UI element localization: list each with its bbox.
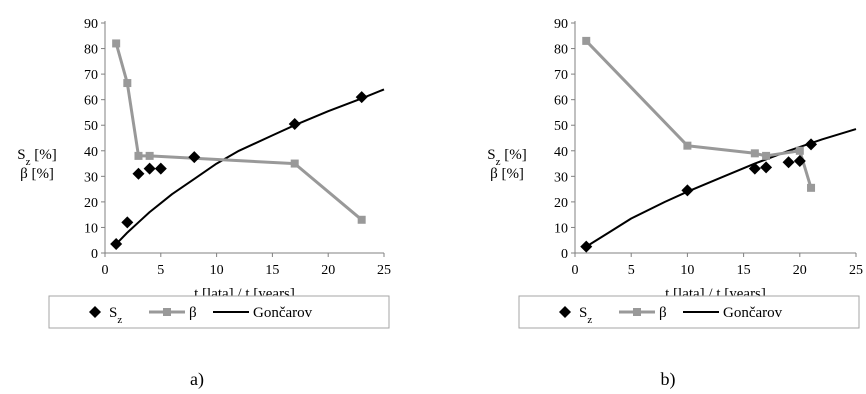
sz-point bbox=[110, 238, 123, 251]
sz-point bbox=[188, 151, 201, 164]
y-axis-label: Sz [%] bbox=[17, 147, 56, 168]
sz-point bbox=[143, 162, 156, 175]
x-tick-label: 0 bbox=[102, 263, 109, 278]
x-tick-label: 25 bbox=[849, 263, 863, 278]
legend-goncarov-label: Gončarov bbox=[253, 305, 313, 321]
beta-point bbox=[750, 149, 759, 158]
sz-point bbox=[580, 240, 593, 253]
sz-point bbox=[681, 184, 694, 197]
sz-point bbox=[288, 117, 301, 130]
legend-sz-marker bbox=[559, 306, 571, 318]
legend-beta-label: β bbox=[189, 305, 197, 321]
panel-caption: a) bbox=[190, 369, 204, 389]
y-axis-label: Sz [%] bbox=[487, 147, 526, 168]
y-tick-label: 90 bbox=[554, 17, 568, 32]
sz-point bbox=[793, 155, 806, 167]
legend-sz-marker bbox=[89, 306, 101, 318]
beta-point bbox=[357, 215, 366, 224]
y-tick-label: 20 bbox=[84, 196, 98, 211]
y-tick-label: 40 bbox=[554, 145, 568, 160]
y-tick-label: 70 bbox=[554, 68, 568, 83]
x-tick-label: 10 bbox=[210, 263, 224, 278]
y-tick-label: 30 bbox=[554, 170, 568, 185]
beta-point bbox=[145, 151, 154, 160]
y-tick-label: 20 bbox=[554, 196, 568, 211]
beta-point bbox=[807, 183, 816, 192]
sz-point bbox=[154, 162, 167, 175]
beta-point bbox=[582, 36, 591, 45]
series-line-gončarov bbox=[115, 88, 385, 245]
x-tick-label: 10 bbox=[680, 263, 694, 278]
y-tick-label: 10 bbox=[84, 221, 98, 236]
x-tick-label: 20 bbox=[321, 263, 335, 278]
y-tick-label: 30 bbox=[84, 170, 98, 185]
x-tick-label: 25 bbox=[377, 263, 391, 278]
legend: Sz β Gončarov bbox=[518, 295, 860, 329]
y-tick-label: 0 bbox=[561, 247, 568, 262]
beta-point bbox=[112, 39, 121, 48]
sz-point bbox=[782, 156, 795, 169]
y-tick-label: 40 bbox=[84, 145, 98, 160]
y-tick-label: 80 bbox=[84, 43, 98, 58]
x-tick-label: 0 bbox=[572, 263, 579, 278]
legend: Sz β Gončarov bbox=[48, 295, 390, 329]
legend-sz-label: Sz bbox=[579, 305, 592, 326]
beta-point bbox=[134, 151, 143, 160]
y-tick-label: 90 bbox=[84, 17, 98, 32]
x-tick-label: 5 bbox=[628, 263, 635, 278]
sz-point bbox=[805, 138, 818, 151]
legend-sz-label: Sz bbox=[109, 305, 122, 326]
y-tick-label: 60 bbox=[84, 94, 98, 109]
beta-point bbox=[683, 141, 692, 150]
legend-beta-marker bbox=[163, 308, 171, 316]
sz-point bbox=[748, 162, 761, 175]
sz-point bbox=[355, 91, 368, 104]
x-tick-label: 15 bbox=[265, 263, 279, 278]
beta-point bbox=[123, 79, 132, 88]
x-tick-label: 15 bbox=[737, 263, 751, 278]
legend-beta-label: β bbox=[659, 305, 667, 321]
sz-point bbox=[132, 167, 145, 180]
y-axis-label: β [%] bbox=[20, 166, 54, 182]
beta-point bbox=[795, 146, 804, 155]
y-tick-label: 70 bbox=[84, 68, 98, 83]
panel-caption: b) bbox=[661, 369, 676, 389]
y-tick-label: 80 bbox=[554, 43, 568, 58]
sz-point bbox=[760, 161, 773, 174]
y-tick-label: 50 bbox=[84, 119, 98, 134]
y-tick-label: 60 bbox=[554, 94, 568, 109]
x-tick-label: 20 bbox=[793, 263, 807, 278]
series-line-gončarov bbox=[585, 128, 857, 248]
y-tick-label: 10 bbox=[554, 221, 568, 236]
legend-box bbox=[518, 295, 860, 329]
sz-point bbox=[121, 216, 134, 229]
y-tick-label: 50 bbox=[554, 119, 568, 134]
y-axis-label: β [%] bbox=[490, 166, 524, 182]
legend-goncarov-label: Gončarov bbox=[723, 305, 783, 321]
beta-point bbox=[762, 151, 771, 160]
series-line-β bbox=[585, 39, 813, 189]
series-line-β bbox=[114, 42, 363, 221]
legend-beta-marker bbox=[633, 308, 641, 316]
y-tick-label: 0 bbox=[91, 247, 98, 262]
x-tick-label: 5 bbox=[157, 263, 164, 278]
beta-point bbox=[290, 159, 299, 168]
